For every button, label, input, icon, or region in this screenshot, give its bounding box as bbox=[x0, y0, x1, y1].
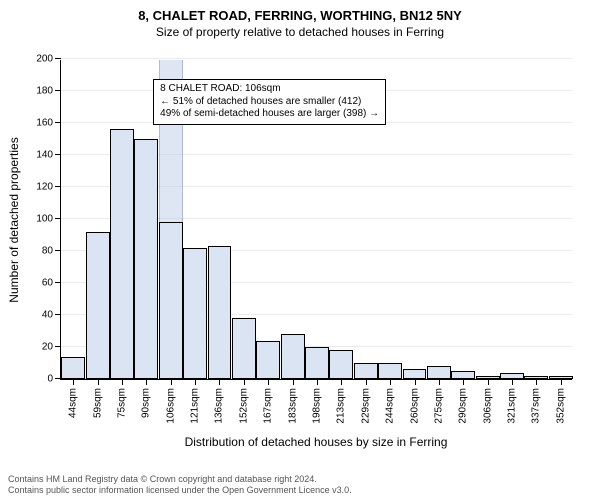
histogram-bar bbox=[329, 350, 353, 379]
x-tick-label: 275sqm bbox=[433, 388, 444, 424]
y-tick bbox=[55, 218, 61, 219]
x-tick-label: 152sqm bbox=[238, 388, 249, 424]
x-tick bbox=[366, 379, 367, 385]
y-tick-label: 160 bbox=[36, 118, 53, 129]
plot: 02040608010012014016018020044sqm59sqm75s… bbox=[60, 60, 572, 380]
x-tick-label: 90sqm bbox=[141, 388, 152, 418]
x-tick bbox=[512, 379, 513, 385]
y-tick-label: 100 bbox=[36, 214, 53, 225]
histogram-bar bbox=[159, 222, 183, 379]
y-axis-label: Number of detached properties bbox=[7, 60, 21, 380]
x-tick-label: 198sqm bbox=[312, 388, 323, 424]
histogram-bar bbox=[208, 246, 232, 379]
page-subtitle: Size of property relative to detached ho… bbox=[0, 23, 600, 39]
annotation-line: ← 51% of detached houses are smaller (41… bbox=[160, 96, 379, 109]
x-tick-label: 260sqm bbox=[409, 388, 420, 424]
x-tick bbox=[98, 379, 99, 385]
footer-line: Contains HM Land Registry data © Crown c… bbox=[8, 474, 592, 485]
x-tick-label: 229sqm bbox=[360, 388, 371, 424]
y-tick bbox=[55, 282, 61, 283]
histogram-bar bbox=[134, 139, 158, 379]
x-tick bbox=[73, 379, 74, 385]
histogram-bar bbox=[305, 347, 329, 379]
x-tick bbox=[415, 379, 416, 385]
page-title: 8, CHALET ROAD, FERRING, WORTHING, BN12 … bbox=[0, 0, 600, 23]
x-tick-label: 167sqm bbox=[263, 388, 274, 424]
y-tick-label: 80 bbox=[42, 246, 53, 257]
y-tick-label: 200 bbox=[36, 54, 53, 65]
x-tick-label: 59sqm bbox=[92, 388, 103, 418]
annotation-line: 8 CHALET ROAD: 106sqm bbox=[160, 83, 379, 96]
x-tick bbox=[293, 379, 294, 385]
y-tick bbox=[55, 378, 61, 379]
histogram-bar bbox=[427, 366, 451, 379]
x-tick-label: 183sqm bbox=[287, 388, 298, 424]
x-tick-label: 106sqm bbox=[165, 388, 176, 424]
x-tick bbox=[171, 379, 172, 385]
x-tick bbox=[146, 379, 147, 385]
x-tick bbox=[390, 379, 391, 385]
y-tick bbox=[55, 250, 61, 251]
histogram-bar bbox=[281, 334, 305, 379]
y-tick-label: 40 bbox=[42, 310, 53, 321]
x-tick bbox=[122, 379, 123, 385]
x-tick-label: 75sqm bbox=[116, 388, 127, 418]
y-tick bbox=[55, 314, 61, 315]
x-tick bbox=[439, 379, 440, 385]
y-tick-label: 20 bbox=[42, 342, 53, 353]
x-tick-label: 44sqm bbox=[68, 388, 79, 418]
y-tick-label: 140 bbox=[36, 150, 53, 161]
annotation-box: 8 CHALET ROAD: 106sqm← 51% of detached h… bbox=[153, 79, 386, 125]
x-tick bbox=[219, 379, 220, 385]
y-tick-label: 0 bbox=[47, 374, 53, 385]
footer-line: Contains public sector information licen… bbox=[8, 485, 592, 496]
x-tick bbox=[561, 379, 562, 385]
histogram-bar bbox=[183, 248, 207, 379]
chart-area: 02040608010012014016018020044sqm59sqm75s… bbox=[60, 60, 572, 453]
annotation-line: 49% of semi-detached houses are larger (… bbox=[160, 108, 379, 121]
y-tick-label: 180 bbox=[36, 86, 53, 97]
x-tick bbox=[268, 379, 269, 385]
x-tick-label: 337sqm bbox=[531, 388, 542, 424]
x-tick bbox=[317, 379, 318, 385]
y-tick-label: 120 bbox=[36, 182, 53, 193]
y-tick bbox=[55, 90, 61, 91]
y-tick bbox=[55, 58, 61, 59]
x-tick-label: 321sqm bbox=[507, 388, 518, 424]
histogram-bar bbox=[110, 129, 134, 379]
histogram-bar bbox=[232, 318, 256, 379]
histogram-bar bbox=[86, 232, 110, 379]
y-tick-label: 60 bbox=[42, 278, 53, 289]
y-tick bbox=[55, 186, 61, 187]
x-tick-label: 121sqm bbox=[190, 388, 201, 424]
histogram-bar bbox=[403, 369, 427, 379]
x-tick bbox=[488, 379, 489, 385]
x-tick-label: 352sqm bbox=[555, 388, 566, 424]
x-tick-label: 290sqm bbox=[458, 388, 469, 424]
x-tick bbox=[244, 379, 245, 385]
gridline bbox=[61, 58, 572, 59]
x-tick bbox=[195, 379, 196, 385]
y-tick bbox=[55, 346, 61, 347]
footer-attribution: Contains HM Land Registry data © Crown c… bbox=[8, 474, 592, 496]
x-tick bbox=[341, 379, 342, 385]
y-tick bbox=[55, 122, 61, 123]
histogram-bar bbox=[354, 363, 378, 379]
x-tick-label: 213sqm bbox=[336, 388, 347, 424]
histogram-bar bbox=[61, 357, 85, 379]
histogram-bar bbox=[378, 363, 402, 379]
x-tick bbox=[536, 379, 537, 385]
histogram-bar bbox=[451, 371, 475, 379]
histogram-bar bbox=[256, 341, 280, 379]
y-tick bbox=[55, 154, 61, 155]
x-tick-label: 136sqm bbox=[214, 388, 225, 424]
x-tick-label: 244sqm bbox=[385, 388, 396, 424]
x-tick bbox=[463, 379, 464, 385]
x-axis-label: Distribution of detached houses by size … bbox=[60, 435, 572, 449]
x-tick-label: 306sqm bbox=[482, 388, 493, 424]
